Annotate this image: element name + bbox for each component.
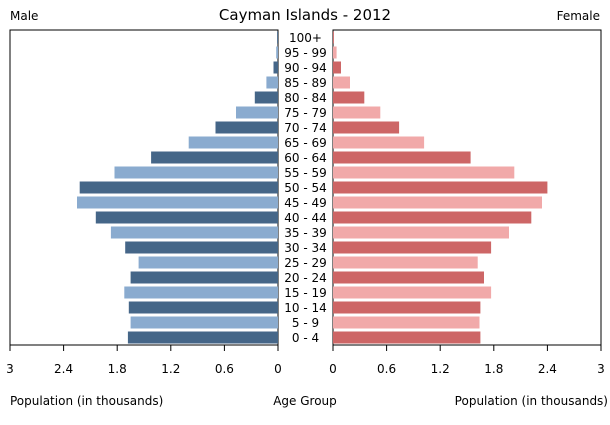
female-bar-100plus bbox=[333, 31, 334, 44]
male-bar-50-54 bbox=[79, 181, 278, 194]
male-bar-80-84 bbox=[254, 91, 278, 104]
female-x-axis-label: Population (in thousands) bbox=[455, 394, 608, 408]
age-group-label: 45 - 49 bbox=[284, 196, 327, 210]
age-group-label: 50 - 54 bbox=[284, 181, 327, 195]
female-bar-50-54 bbox=[333, 181, 548, 194]
female-bar-95-99 bbox=[333, 46, 337, 59]
male-bar-75-79 bbox=[236, 106, 278, 119]
male-x-axis-tick-label: 0.6 bbox=[215, 362, 234, 376]
male-bar-20-24 bbox=[130, 271, 278, 284]
male-x-axis-tick-label: 2.4 bbox=[54, 362, 73, 376]
male-bar-55-59 bbox=[114, 166, 278, 179]
female-bar-60-64 bbox=[333, 151, 471, 164]
female-bar-35-39 bbox=[333, 226, 509, 239]
female-bar-85-89 bbox=[333, 76, 350, 89]
male-bar-40-44 bbox=[95, 211, 278, 224]
female-x-axis-tick-label: 0.6 bbox=[377, 362, 396, 376]
male-bar-60-64 bbox=[151, 151, 278, 164]
male-bar-0-4 bbox=[127, 331, 279, 344]
age-group-label: 60 - 64 bbox=[284, 151, 327, 165]
female-bar-75-79 bbox=[333, 106, 381, 119]
age-group-axis-label: Age Group bbox=[273, 394, 337, 408]
age-group-label: 5 - 9 bbox=[292, 316, 319, 330]
male-x-axis-tick-label: 1.2 bbox=[161, 362, 180, 376]
female-bar-25-29 bbox=[333, 256, 478, 269]
male-bar-70-74 bbox=[215, 121, 278, 134]
female-x-axis-tick-label: 1.8 bbox=[484, 362, 503, 376]
female-bar-65-69 bbox=[333, 136, 425, 149]
chart-title: Cayman Islands - 2012 bbox=[219, 6, 391, 24]
age-group-label: 65 - 69 bbox=[284, 136, 327, 150]
male-x-axis-label: Population (in thousands) bbox=[10, 394, 163, 408]
female-bar-90-94 bbox=[333, 61, 341, 74]
age-group-label: 35 - 39 bbox=[284, 226, 327, 240]
age-group-label: 80 - 84 bbox=[284, 91, 327, 105]
age-group-label: 40 - 44 bbox=[284, 211, 327, 225]
male-bar-65-69 bbox=[188, 136, 278, 149]
age-group-label: 85 - 89 bbox=[284, 76, 327, 90]
female-bar-15-19 bbox=[333, 286, 492, 299]
female-x-axis-tick-label: 0 bbox=[329, 362, 337, 376]
female-x-axis: 0 0.6 1.2 1.8 2.4 3 bbox=[329, 344, 605, 376]
age-group-label: 10 - 14 bbox=[284, 301, 327, 315]
female-bars bbox=[333, 31, 548, 344]
female-bar-30-34 bbox=[333, 241, 492, 254]
female-bar-55-59 bbox=[333, 166, 515, 179]
male-bar-100plus bbox=[277, 31, 278, 44]
age-group-label: 90 - 94 bbox=[284, 61, 327, 75]
female-bar-45-49 bbox=[333, 196, 542, 209]
male-bar-10-14 bbox=[128, 301, 278, 314]
male-bar-95-99 bbox=[276, 46, 278, 59]
male-header: Male bbox=[10, 9, 38, 23]
female-x-axis-tick-label: 2.4 bbox=[538, 362, 557, 376]
male-bar-35-39 bbox=[110, 226, 279, 239]
male-bar-90-94 bbox=[273, 61, 278, 74]
male-bar-30-34 bbox=[125, 241, 278, 254]
age-group-label: 100+ bbox=[289, 31, 322, 45]
male-bar-45-49 bbox=[77, 196, 278, 209]
female-bar-70-74 bbox=[333, 121, 400, 134]
age-group-label: 95 - 99 bbox=[284, 46, 327, 60]
female-bar-10-14 bbox=[333, 301, 481, 314]
age-group-label: 15 - 19 bbox=[284, 286, 327, 300]
male-bar-15-19 bbox=[124, 286, 278, 299]
age-group-label: 25 - 29 bbox=[284, 256, 327, 270]
female-bar-0-4 bbox=[333, 331, 481, 344]
female-bar-20-24 bbox=[333, 271, 484, 284]
male-x-axis-tick-label: 1.8 bbox=[108, 362, 127, 376]
female-x-axis-tick-label: 1.2 bbox=[431, 362, 450, 376]
age-group-label: 30 - 34 bbox=[284, 241, 327, 255]
male-x-axis: 3 2.4 1.8 1.2 0.6 0 bbox=[6, 344, 282, 376]
male-bars bbox=[77, 31, 279, 344]
age-group-label: 70 - 74 bbox=[284, 121, 327, 135]
age-group-label: 75 - 79 bbox=[284, 106, 327, 120]
female-bar-5-9 bbox=[333, 316, 480, 329]
female-header: Female bbox=[557, 9, 600, 23]
age-group-label: 55 - 59 bbox=[284, 166, 327, 180]
male-bar-25-29 bbox=[138, 256, 278, 269]
female-bar-80-84 bbox=[333, 91, 365, 104]
age-group-label: 20 - 24 bbox=[284, 271, 327, 285]
female-bar-40-44 bbox=[333, 211, 532, 224]
age-group-label: 0 - 4 bbox=[292, 331, 319, 345]
male-bar-5-9 bbox=[130, 316, 278, 329]
male-x-axis-tick-label: 0 bbox=[274, 362, 282, 376]
female-x-axis-tick-label: 3 bbox=[597, 362, 605, 376]
male-bar-85-89 bbox=[266, 76, 278, 89]
male-x-axis-tick-label: 3 bbox=[6, 362, 14, 376]
